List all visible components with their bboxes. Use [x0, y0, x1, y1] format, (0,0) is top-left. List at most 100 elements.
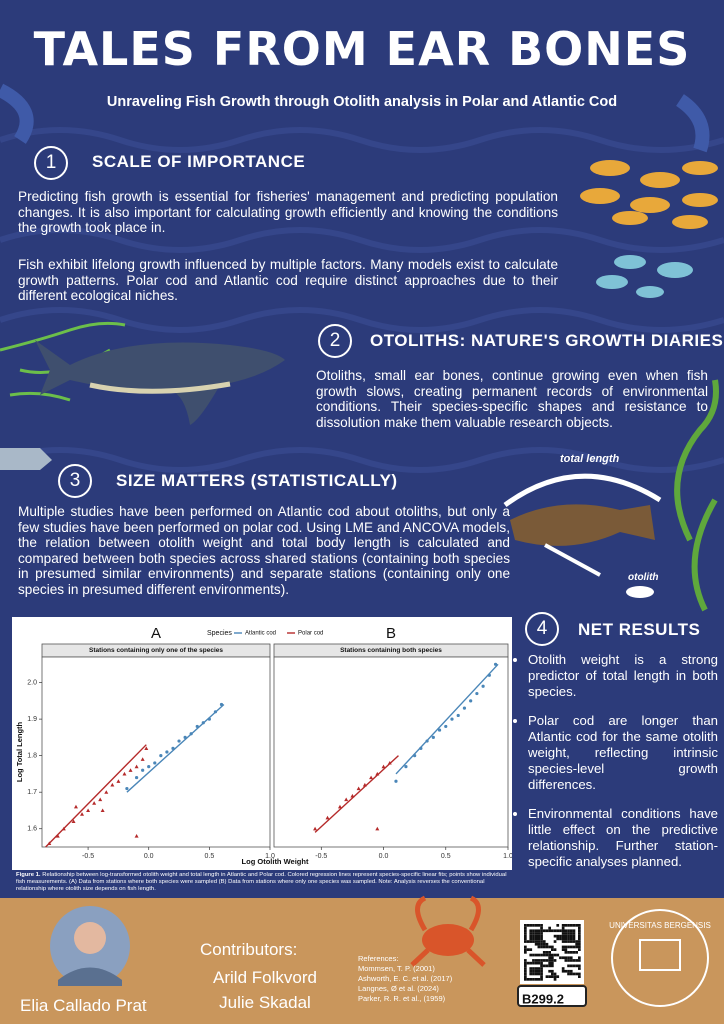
qr-module	[532, 969, 535, 973]
qr-module	[524, 959, 527, 962]
section-heading: OTOLITHS: NATURE'S GROWTH DIARIES	[370, 331, 724, 350]
point	[80, 812, 85, 816]
point	[100, 808, 105, 813]
qr-module	[548, 956, 551, 960]
point	[134, 764, 139, 769]
y-tick-label: 1.7	[27, 789, 37, 796]
qr-module	[578, 940, 581, 943]
fish	[590, 160, 630, 176]
qr-module	[564, 937, 568, 941]
qr-module	[548, 961, 551, 965]
contributor: Julie Skadal	[219, 993, 311, 1012]
point	[144, 746, 149, 750]
qr-module	[569, 959, 573, 962]
y-tick-label: 1.8	[27, 752, 37, 759]
panel-label: A	[151, 625, 161, 642]
qr-module	[534, 978, 538, 981]
qr-module	[529, 934, 533, 938]
qr-module	[540, 953, 543, 957]
whale-shark	[35, 340, 285, 425]
qr-module	[548, 951, 551, 954]
qr-module	[529, 948, 533, 951]
qr-module	[545, 959, 549, 962]
poster-id-box	[517, 985, 587, 1007]
point	[394, 779, 398, 783]
qr-module	[572, 940, 576, 943]
qr-module	[532, 940, 535, 943]
qr-module	[524, 961, 527, 965]
qr-module	[532, 961, 535, 965]
qr-module	[567, 951, 570, 954]
qr-module	[526, 978, 530, 981]
qr-module	[540, 978, 543, 981]
qr-module	[553, 978, 557, 981]
qr-module	[540, 940, 543, 943]
qr-module	[553, 948, 557, 951]
qr-module	[532, 924, 535, 927]
qr-module	[529, 937, 533, 941]
qr-module	[564, 956, 568, 960]
section-number: 2	[318, 324, 352, 358]
qr-module	[524, 972, 527, 976]
fish	[640, 172, 680, 188]
qr-module	[569, 956, 573, 960]
y-tick-label: 2.0	[27, 679, 37, 686]
qr-module	[526, 940, 530, 943]
section-number: 3	[58, 464, 92, 498]
qr-module	[532, 932, 535, 935]
qr-module	[551, 953, 554, 957]
qr-module	[540, 959, 543, 962]
seal-emblem	[639, 939, 681, 971]
qr-module	[532, 967, 535, 970]
qr-module	[542, 942, 546, 946]
figure-caption: Figure 1. Relationship between log-trans…	[16, 872, 512, 893]
fit-line	[314, 755, 399, 833]
qr-module	[537, 937, 541, 941]
qr-module	[569, 969, 573, 973]
x-axis-label: Log Otolith Weight	[242, 857, 309, 866]
x-tick-label: -0.5	[82, 853, 94, 860]
bullet: Otolith weight is a strong predictor of …	[528, 652, 718, 699]
qr-module	[537, 969, 541, 973]
section-heading: NET RESULTS	[578, 620, 701, 639]
point	[134, 775, 139, 780]
qr-module	[534, 961, 538, 965]
bullet: Polar cod are longer than Atlantic cod f…	[528, 713, 718, 792]
qr-module	[534, 969, 538, 973]
qr-module	[561, 969, 565, 973]
fish	[672, 215, 708, 229]
qr-module	[524, 940, 527, 943]
qr-module	[578, 967, 581, 970]
qr-module	[551, 956, 554, 960]
qr-module	[572, 964, 576, 968]
qr-module	[534, 932, 538, 935]
qr-module	[553, 934, 557, 938]
qr-module	[569, 937, 573, 941]
qr-module	[551, 959, 554, 962]
fit-line	[126, 703, 225, 793]
qr-module	[540, 972, 543, 976]
qr-module	[567, 934, 570, 938]
point	[462, 706, 467, 710]
fish	[580, 188, 620, 204]
qr-module	[529, 967, 533, 970]
qr-module	[569, 929, 573, 933]
point	[141, 768, 145, 772]
qr-module	[524, 932, 527, 935]
point	[140, 757, 145, 761]
crab-legs	[410, 895, 486, 967]
qr-module	[524, 975, 527, 978]
qr-module	[524, 967, 527, 970]
qr-module	[578, 975, 581, 978]
otolith-arrow	[544, 543, 601, 577]
qr-module	[578, 932, 581, 935]
strip-title: Stations containing both species	[340, 647, 442, 654]
qr-module	[540, 967, 543, 970]
qr-module	[564, 969, 568, 973]
qr-module	[532, 929, 535, 933]
point	[92, 801, 97, 805]
qr-module	[551, 961, 554, 965]
qr-module	[578, 945, 581, 949]
qr-module	[578, 964, 581, 968]
